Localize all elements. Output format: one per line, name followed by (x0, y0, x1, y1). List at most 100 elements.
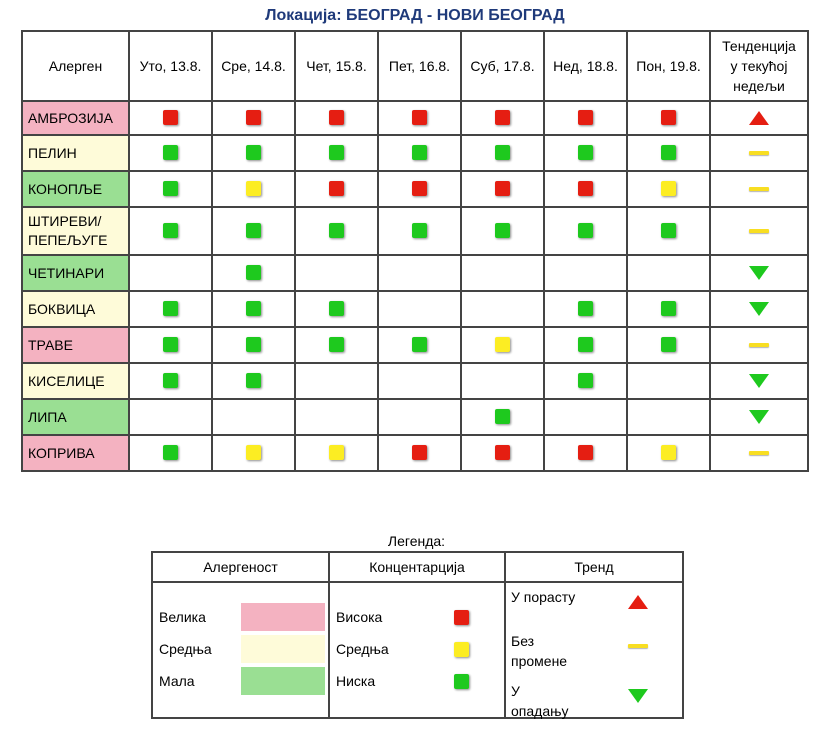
concentration-yellow-square (661, 181, 676, 197)
concentration-cell (460, 254, 545, 292)
allergen-row: КОПРИВА (21, 434, 809, 472)
concentration-cell (294, 434, 379, 472)
legend-label: Ниска (336, 673, 376, 689)
concentration-cell (377, 326, 462, 364)
concentration-cell (377, 362, 462, 400)
concentration-red-square (246, 110, 261, 126)
concentration-cell (128, 134, 213, 172)
legend-allergenicity-item: Средња (153, 633, 328, 665)
trend-cell (709, 326, 809, 364)
legend-label-line: опадању (511, 703, 569, 719)
concentration-cell (294, 362, 379, 400)
trend-down-icon (749, 373, 769, 388)
concentration-green-square (329, 337, 344, 353)
concentration-cell (626, 206, 711, 256)
allergen-name: КОНОПЉЕ (21, 170, 130, 208)
trend-cell (709, 100, 809, 136)
concentration-green-square (578, 223, 593, 239)
concentration-cell (543, 100, 628, 136)
legend-swatch-mid (241, 635, 325, 663)
trend-down-icon (749, 301, 769, 316)
concentration-cell (211, 206, 296, 256)
concentration-green-square (661, 301, 676, 317)
legend-green-square-icon (454, 674, 469, 689)
concentration-cell (626, 434, 711, 472)
concentration-cell (460, 326, 545, 364)
trend-cell (709, 254, 809, 292)
concentration-cell (294, 254, 379, 292)
legend-label: Средња (159, 641, 212, 657)
allergen-name-line: ТРАВЕ (28, 336, 73, 353)
concentration-cell (626, 290, 711, 328)
legend-icon-wrap (628, 687, 648, 704)
allergen-name-line: АМБРОЗИЈА (28, 109, 113, 126)
legend-title: Легенда: (387, 533, 446, 549)
concentration-cell (626, 362, 711, 400)
concentration-cell (543, 206, 628, 256)
concentration-cell (211, 434, 296, 472)
trend-cell (709, 398, 809, 436)
concentration-cell (128, 326, 213, 364)
allergen-name-line: ШТИРЕВИ/ (28, 213, 102, 229)
legend-label: Висока (336, 609, 383, 625)
concentration-yellow-square (661, 445, 676, 461)
concentration-green-square (163, 445, 178, 461)
allergen-row: БОКВИЦА (21, 290, 809, 328)
allergen-name-line: ЧЕТИНАРИ (28, 264, 105, 281)
legend-concentration-item: Средња (330, 633, 504, 665)
legend-concentration-item: Висока (330, 601, 504, 633)
day-column-header: Пон, 19.8. (626, 30, 711, 102)
concentration-cell (460, 398, 545, 436)
concentration-cell (460, 362, 545, 400)
concentration-green-square (661, 337, 676, 353)
concentration-red-square (661, 110, 676, 126)
concentration-cell (294, 206, 379, 256)
legend-trend-same-icon (628, 644, 648, 649)
allergen-name-line: КОНОПЉЕ (28, 180, 103, 197)
concentration-cell (460, 290, 545, 328)
allergen-row: ШТИРЕВИ/ПЕПЕЉУГЕ (21, 206, 809, 256)
concentration-green-square (412, 337, 427, 353)
concentration-cell (543, 362, 628, 400)
legend-allergenicity-item: Велика (153, 601, 328, 633)
concentration-cell (211, 326, 296, 364)
concentration-green-square (329, 301, 344, 317)
allergen-row: АМБРОЗИЈА (21, 100, 809, 136)
concentration-cell (211, 362, 296, 400)
concentration-yellow-square (495, 337, 510, 353)
legend-label: У порасту (511, 587, 575, 607)
concentration-red-square (495, 181, 510, 197)
allergen-name-line: КИСЕЛИЦЕ (28, 372, 105, 389)
allergen-name-line: КОПРИВА (28, 444, 95, 461)
concentration-cell (543, 254, 628, 292)
trend-cell (709, 134, 809, 172)
concentration-cell (377, 254, 462, 292)
legend-concentration-header: Концентарција (328, 551, 506, 583)
concentration-green-square (163, 373, 178, 389)
legend-allergenicity-item: Мала (153, 665, 328, 697)
concentration-red-square (495, 110, 510, 126)
trend-header-line: Тенденција (722, 38, 796, 54)
allergen-row: КИСЕЛИЦЕ (21, 362, 809, 400)
concentration-cell (377, 398, 462, 436)
legend-trend-header: Тренд (504, 551, 684, 583)
allergen-row: ЛИПА (21, 398, 809, 436)
legend-label: Мала (159, 673, 195, 689)
trend-down-icon (749, 265, 769, 280)
allergen-row: ПЕЛИН (21, 134, 809, 172)
concentration-cell (377, 290, 462, 328)
legend-concentration-cell: Висока Средња Ниска (328, 581, 506, 719)
legend-icon-wrap (628, 637, 648, 653)
concentration-yellow-square (246, 445, 261, 461)
concentration-cell (626, 398, 711, 436)
concentration-cell (294, 398, 379, 436)
concentration-yellow-square (246, 181, 261, 197)
concentration-cell (211, 398, 296, 436)
day-column-header: Уто, 13.8. (128, 30, 213, 102)
concentration-cell (460, 100, 545, 136)
trend-cell (709, 434, 809, 472)
concentration-cell (460, 434, 545, 472)
concentration-cell (626, 134, 711, 172)
concentration-green-square (412, 145, 427, 161)
legend-label-line: У (511, 683, 520, 699)
